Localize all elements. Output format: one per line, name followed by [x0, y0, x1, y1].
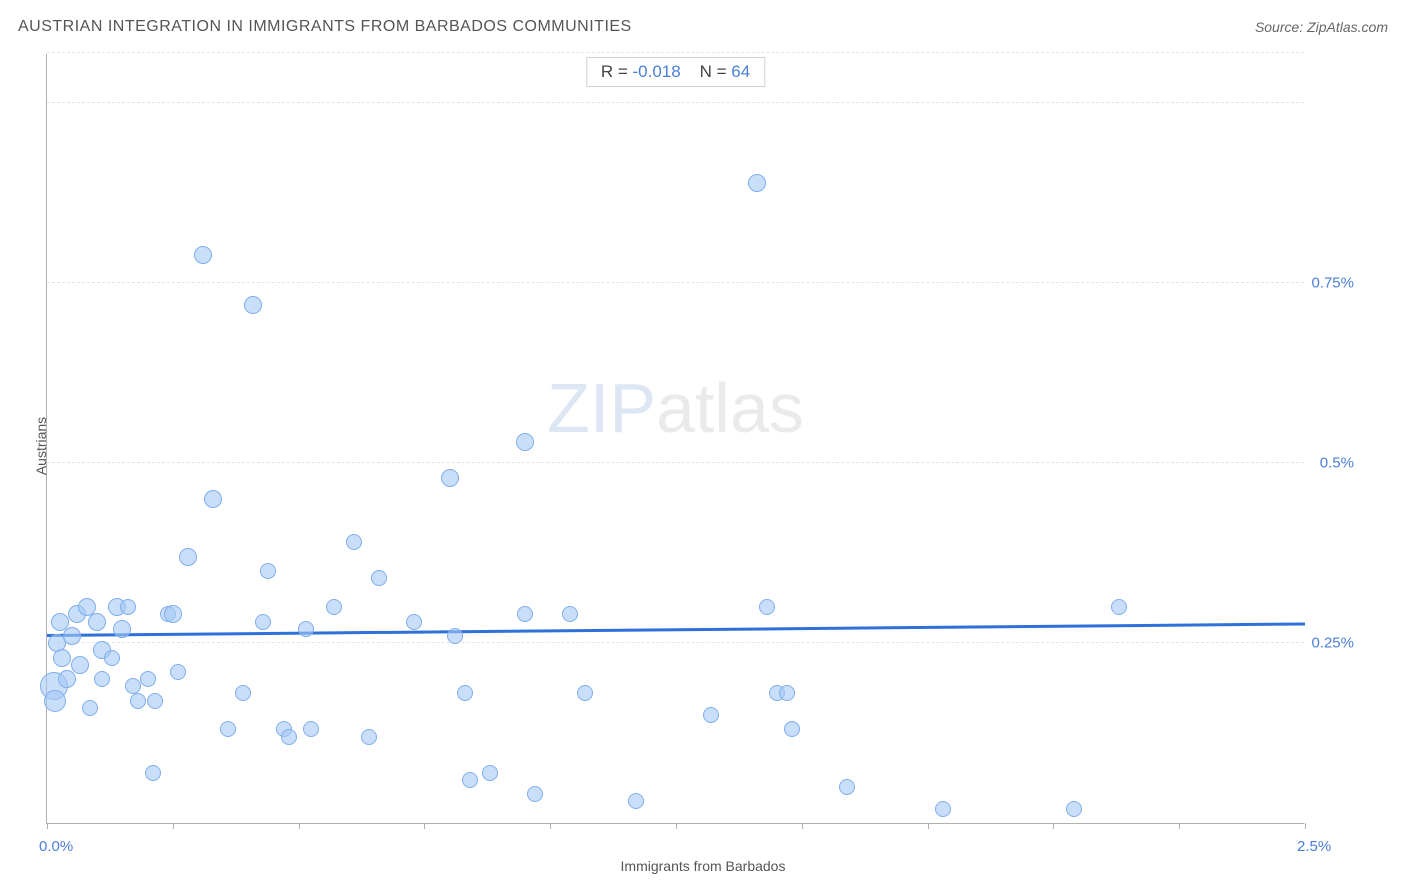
scatter-point — [361, 729, 377, 745]
x-tick — [424, 823, 425, 829]
scatter-point — [457, 685, 473, 701]
scatter-point — [839, 779, 855, 795]
scatter-point — [244, 296, 262, 314]
gridline-h — [47, 462, 1304, 463]
scatter-point — [220, 721, 236, 737]
x-tick — [299, 823, 300, 829]
gridline-h — [47, 52, 1304, 53]
scatter-point — [82, 700, 98, 716]
scatter-point — [194, 246, 212, 264]
scatter-point — [628, 793, 644, 809]
trend-line — [47, 623, 1305, 638]
scatter-point — [53, 649, 71, 667]
scatter-point — [147, 693, 163, 709]
scatter-point — [482, 765, 498, 781]
x-tick — [928, 823, 929, 829]
gridline-h — [47, 102, 1304, 103]
scatter-point — [371, 570, 387, 586]
scatter-point — [346, 534, 362, 550]
r-label: R = — [601, 62, 628, 81]
gridline-h — [47, 282, 1304, 283]
y-tick-label: 0.25% — [1311, 635, 1354, 652]
scatter-point — [170, 664, 186, 680]
scatter-point — [281, 729, 297, 745]
scatter-point — [447, 628, 463, 644]
scatter-point — [145, 765, 161, 781]
chart-title: AUSTRIAN INTEGRATION IN IMMIGRANTS FROM … — [18, 18, 632, 36]
scatter-point — [58, 670, 76, 688]
scatter-point — [441, 469, 459, 487]
y-tick-label: 0.75% — [1311, 275, 1354, 292]
x-tick — [802, 823, 803, 829]
scatter-point — [748, 174, 766, 192]
scatter-point — [88, 613, 106, 631]
watermark: ZIPatlas — [547, 368, 804, 448]
scatter-point — [784, 721, 800, 737]
scatter-point — [140, 671, 156, 687]
scatter-point — [303, 721, 319, 737]
chart-header: AUSTRIAN INTEGRATION IN IMMIGRANTS FROM … — [18, 18, 1388, 36]
scatter-point — [130, 693, 146, 709]
scatter-point — [120, 599, 136, 615]
scatter-point — [406, 614, 422, 630]
scatter-point — [235, 685, 251, 701]
scatter-point — [164, 605, 182, 623]
x-tick-label: 2.5% — [1297, 838, 1331, 855]
scatter-point — [94, 671, 110, 687]
scatter-point — [113, 620, 131, 638]
scatter-point — [462, 772, 478, 788]
scatter-point — [759, 599, 775, 615]
scatter-point — [1066, 801, 1082, 817]
scatter-point — [255, 614, 271, 630]
x-tick — [1053, 823, 1054, 829]
scatter-point — [326, 599, 342, 615]
x-tick — [173, 823, 174, 829]
x-tick — [676, 823, 677, 829]
scatter-point — [204, 490, 222, 508]
stats-box: R = -0.018 N = 64 — [586, 57, 765, 87]
scatter-point — [298, 621, 314, 637]
scatter-point — [1111, 599, 1127, 615]
scatter-point — [935, 801, 951, 817]
scatter-point — [517, 606, 533, 622]
gridline-h — [47, 642, 1304, 643]
scatter-plot: R = -0.018 N = 64 ZIPatlas 0.25%0.5%0.75… — [46, 54, 1304, 824]
scatter-point — [562, 606, 578, 622]
x-axis-label: Immigrants from Barbados — [621, 858, 786, 874]
scatter-point — [577, 685, 593, 701]
scatter-point — [703, 707, 719, 723]
r-value: -0.018 — [632, 62, 680, 81]
scatter-point — [179, 548, 197, 566]
x-tick — [1179, 823, 1180, 829]
scatter-point — [44, 690, 66, 712]
watermark-part2: atlas — [656, 369, 804, 447]
y-tick-label: 0.5% — [1320, 455, 1354, 472]
scatter-point — [63, 627, 81, 645]
chart-source: Source: ZipAtlas.com — [1255, 19, 1388, 35]
watermark-part1: ZIP — [547, 369, 656, 447]
n-label: N = — [700, 62, 727, 81]
scatter-point — [779, 685, 795, 701]
x-tick-label: 0.0% — [39, 838, 73, 855]
x-tick — [1305, 823, 1306, 829]
scatter-point — [71, 656, 89, 674]
n-value: 64 — [731, 62, 750, 81]
x-tick — [47, 823, 48, 829]
scatter-point — [260, 563, 276, 579]
scatter-point — [104, 650, 120, 666]
scatter-point — [527, 786, 543, 802]
x-tick — [550, 823, 551, 829]
scatter-point — [516, 433, 534, 451]
